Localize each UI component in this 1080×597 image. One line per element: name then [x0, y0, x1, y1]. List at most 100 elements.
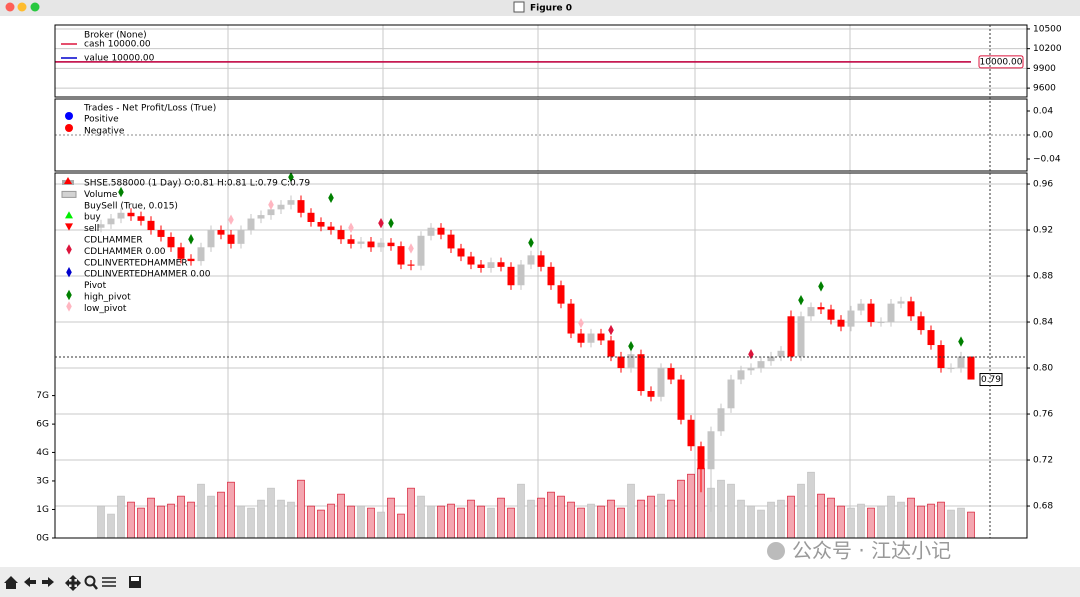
- volume-bar: [377, 511, 385, 539]
- candle-body: [397, 246, 405, 265]
- candle-body: [517, 264, 525, 286]
- volume-bar: [647, 495, 655, 539]
- volume-bar: [217, 491, 225, 539]
- pan-button[interactable]: [65, 575, 81, 591]
- candle-body: [157, 230, 165, 237]
- volume-bar: [967, 511, 975, 539]
- candle-body: [327, 226, 335, 231]
- volume-bar: [537, 497, 545, 539]
- marker: [66, 289, 72, 301]
- y-tick-label: 0.84: [1033, 318, 1053, 328]
- volume-bar: [417, 495, 425, 539]
- candle-body: [507, 266, 515, 286]
- close-button[interactable]: [5, 2, 15, 12]
- volume-bar: [877, 505, 885, 539]
- volume-bar: [717, 479, 725, 539]
- legend-group: CDLINVERTEDHAMMER: [84, 258, 188, 268]
- y-tick-label: 10200: [1033, 44, 1062, 54]
- candle-body: [857, 303, 865, 311]
- volume-bar: [497, 497, 505, 539]
- y-tick-label: 0.72: [1033, 456, 1053, 466]
- back-button[interactable]: [24, 577, 36, 587]
- volume-bar: [917, 505, 925, 539]
- minimize-button[interactable]: [17, 2, 27, 12]
- legend-swatch: [65, 124, 73, 132]
- volume-bar: [287, 501, 295, 539]
- volume-bar: [367, 507, 375, 539]
- y-tick-label: 0.88: [1033, 272, 1053, 282]
- volume-bar: [147, 497, 155, 539]
- candle-body: [777, 350, 785, 357]
- candle-body: [947, 368, 955, 370]
- candle-body: [387, 242, 395, 247]
- candle-body: [847, 310, 855, 327]
- volume-bar: [157, 505, 165, 539]
- home-button[interactable]: [4, 576, 18, 589]
- y2-tick-label: 6G: [36, 420, 49, 430]
- volume-bar: [347, 505, 355, 539]
- y2-tick-label: 0G: [36, 534, 49, 544]
- candle-body: [487, 262, 495, 268]
- volume-bar: [257, 499, 265, 539]
- candle-body: [957, 356, 965, 369]
- candle-body: [757, 361, 765, 369]
- candle-body: [707, 431, 715, 470]
- figure: 9600 9900 10200 10500 10000.00 Broker (None)c…: [36, 24, 1062, 543]
- volume-bar: [487, 507, 495, 539]
- candle-body: [657, 368, 665, 397]
- marker: [748, 349, 754, 360]
- candle-body: [727, 379, 735, 409]
- legend-label: CDLINVERTEDHAMMER 0.00: [84, 270, 211, 280]
- candle-body: [187, 258, 195, 262]
- volume-bar: [447, 503, 455, 539]
- marker: [328, 192, 334, 204]
- volume-bar: [857, 503, 865, 539]
- legend-label: high_pivot: [84, 293, 131, 303]
- volume-bar: [827, 497, 835, 539]
- forward-button[interactable]: [42, 577, 54, 587]
- marker: [958, 336, 964, 347]
- candle-body: [837, 319, 845, 327]
- volume-bar: [607, 499, 615, 539]
- candle-body: [637, 354, 645, 392]
- y2-tick-label: 7G: [36, 391, 49, 401]
- volume-bar: [507, 507, 515, 539]
- volume-bar: [807, 471, 815, 539]
- candle-body: [287, 200, 295, 205]
- volume-bar: [517, 483, 525, 539]
- candle-body: [227, 234, 235, 244]
- candle-body: [917, 316, 925, 331]
- volume-bar: [777, 499, 785, 539]
- candle-body: [897, 301, 905, 304]
- y-tick-label: −0.04: [1033, 155, 1061, 165]
- volume-bar: [847, 507, 855, 539]
- configure-button[interactable]: [102, 577, 116, 587]
- volume-bar: [617, 507, 625, 539]
- candle-body: [137, 216, 145, 221]
- candle-body: [527, 255, 535, 265]
- zoom-tool-button[interactable]: [84, 575, 96, 587]
- candle-body: [557, 285, 565, 304]
- zoom-button[interactable]: [30, 2, 40, 12]
- zoom-handle: [92, 583, 98, 590]
- candle-body: [167, 236, 175, 248]
- candle-body: [107, 218, 115, 225]
- toolbar: [0, 567, 1080, 597]
- candle-body: [127, 212, 135, 217]
- legend-label: Positive: [84, 115, 119, 125]
- volume-bar: [787, 495, 795, 539]
- volume-bar: [587, 503, 595, 539]
- y-tick-label: 0.92: [1033, 226, 1053, 236]
- toolbar-icons: [4, 575, 141, 591]
- volume-bar: [687, 473, 695, 539]
- candle-body: [497, 262, 505, 267]
- volume-bar: [137, 507, 145, 539]
- watermark-icon: [767, 542, 785, 560]
- candle-body: [537, 255, 545, 267]
- volume-bar: [437, 505, 445, 539]
- legend-label: low_pivot: [84, 304, 127, 314]
- volume-bar: [247, 507, 255, 539]
- last-price-label: 0.79: [981, 375, 1001, 385]
- candle-body: [377, 242, 385, 248]
- volume-bar: [467, 499, 475, 539]
